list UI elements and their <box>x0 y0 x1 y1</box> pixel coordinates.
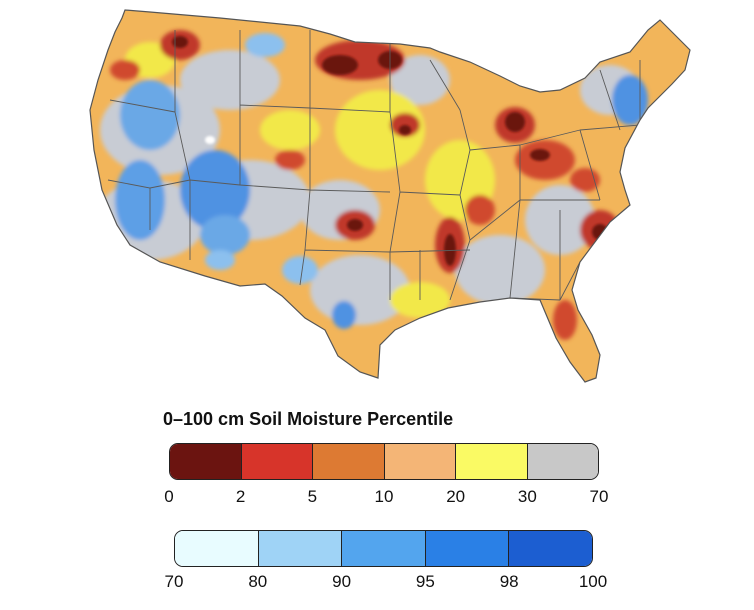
legend-title: 0–100 cm Soil Moisture Percentile <box>163 409 454 429</box>
dry_scale-swatch-0 <box>170 444 242 479</box>
soil-moisture-map <box>89 9 691 383</box>
wet_scale-tick-0: 70 <box>164 572 184 591</box>
dry_scale-tick-4: 20 <box>446 487 466 506</box>
dry_scale-swatch-3 <box>384 444 456 479</box>
wet_scale-tick-2: 90 <box>332 572 352 591</box>
wet_scale-tick-1: 80 <box>248 572 268 591</box>
state-boundaries <box>107 30 641 301</box>
dry_scale-tick-2: 5 <box>307 487 318 506</box>
us-outline <box>89 9 691 383</box>
dry_scale-swatch-2 <box>313 444 385 479</box>
wet_scale-tick-3: 95 <box>415 572 435 591</box>
dry_scale-swatch-4 <box>456 444 528 479</box>
wet_scale-swatch-4 <box>509 531 592 566</box>
dry_scale-swatch-1 <box>241 444 313 479</box>
dry_scale-tick-1: 2 <box>235 487 246 506</box>
dry_scale-tick-5: 30 <box>517 487 537 506</box>
dry_scale-tick-0: 0 <box>164 487 174 506</box>
wet_scale-swatch-3 <box>425 531 510 566</box>
wet_scale-swatch-1 <box>258 531 343 566</box>
dry-scale-bar <box>169 443 599 480</box>
wet-scale-bar <box>174 530 593 567</box>
wet_scale-swatch-2 <box>342 531 426 566</box>
dry_scale-tick-3: 10 <box>374 487 394 506</box>
dry_scale-swatch-5 <box>527 444 598 479</box>
dry_scale-tick-6: 70 <box>589 487 609 506</box>
wet_scale-swatch-0 <box>175 531 259 566</box>
wet_scale-tick-5: 100 <box>578 572 608 591</box>
wet_scale-tick-4: 98 <box>499 572 519 591</box>
